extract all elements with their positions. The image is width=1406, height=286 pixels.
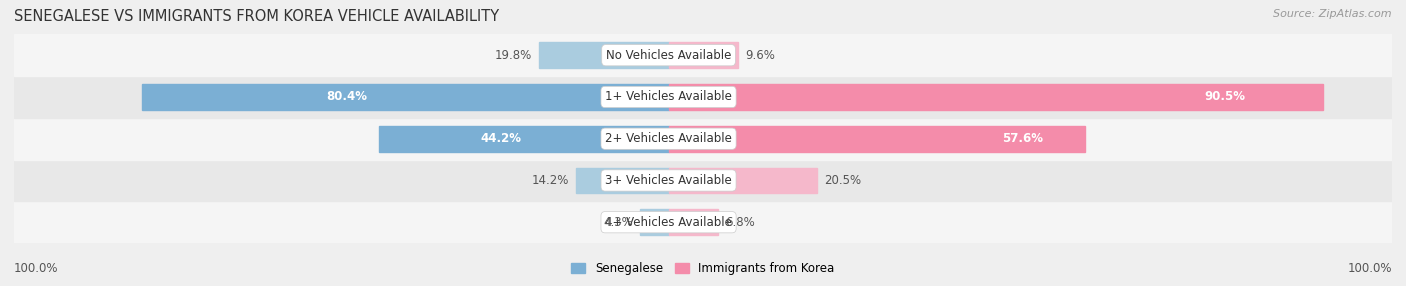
- Bar: [14, 118, 1392, 160]
- Bar: [669, 42, 738, 68]
- Bar: [640, 209, 668, 235]
- Bar: [669, 84, 1323, 110]
- Text: 9.6%: 9.6%: [745, 49, 775, 62]
- Text: Source: ZipAtlas.com: Source: ZipAtlas.com: [1274, 9, 1392, 19]
- Bar: [669, 168, 817, 193]
- Text: 4.3%: 4.3%: [603, 216, 634, 229]
- Bar: [575, 168, 668, 193]
- Text: 80.4%: 80.4%: [326, 90, 367, 104]
- Bar: [14, 76, 1392, 118]
- Text: 3+ Vehicles Available: 3+ Vehicles Available: [605, 174, 733, 187]
- Text: 44.2%: 44.2%: [481, 132, 522, 145]
- Bar: [14, 201, 1392, 243]
- Bar: [669, 209, 717, 235]
- Text: No Vehicles Available: No Vehicles Available: [606, 49, 731, 62]
- Bar: [669, 126, 1085, 152]
- Legend: Senegalese, Immigrants from Korea: Senegalese, Immigrants from Korea: [567, 258, 839, 280]
- Bar: [14, 160, 1392, 201]
- Bar: [142, 84, 669, 110]
- Text: 6.8%: 6.8%: [724, 216, 755, 229]
- Text: 14.2%: 14.2%: [531, 174, 568, 187]
- Text: 90.5%: 90.5%: [1205, 90, 1246, 104]
- Bar: [380, 126, 669, 152]
- Text: 1+ Vehicles Available: 1+ Vehicles Available: [605, 90, 733, 104]
- Text: 4+ Vehicles Available: 4+ Vehicles Available: [605, 216, 733, 229]
- Text: 19.8%: 19.8%: [495, 49, 531, 62]
- Bar: [14, 34, 1392, 76]
- Bar: [538, 42, 669, 68]
- Text: 100.0%: 100.0%: [14, 262, 59, 275]
- Text: 20.5%: 20.5%: [824, 174, 860, 187]
- Text: 100.0%: 100.0%: [1347, 262, 1392, 275]
- Text: 2+ Vehicles Available: 2+ Vehicles Available: [605, 132, 733, 145]
- Text: SENEGALESE VS IMMIGRANTS FROM KOREA VEHICLE AVAILABILITY: SENEGALESE VS IMMIGRANTS FROM KOREA VEHI…: [14, 9, 499, 23]
- Text: 57.6%: 57.6%: [1002, 132, 1043, 145]
